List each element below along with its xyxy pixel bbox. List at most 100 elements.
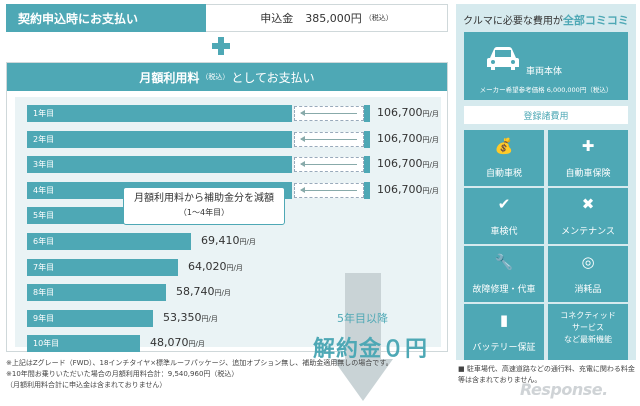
monthly-fee-row: 8年目 58,740円/月 (27, 284, 447, 302)
monthly-fee-row: 2年目 106,700円/月 (27, 130, 447, 148)
footnotes: ※上記はZグレード（FWD）、18インチタイヤ×標準ルーフパッケージ、追加オプシ… (6, 358, 446, 391)
down-arrow-icon (333, 273, 393, 401)
monthly-fee-amount: 106,700 (377, 106, 423, 119)
cost-tile-label: コネクティッド サービス など最新機能 (560, 311, 616, 344)
monthly-fee-amount: 58,740 (176, 285, 215, 299)
included-costs-title-bold: 全部コミコミ (562, 14, 629, 27)
right-footnote: ■ 駐車場代、高速道路などの通行料、充電に関わる料金等は含まれておりません。 (458, 365, 635, 384)
application-fee-tax: （税込） (364, 14, 393, 22)
subsidy-reduction-arrow (294, 131, 364, 147)
footnote-3: （月額利用料合計に申込金は含まれておりません） (6, 381, 167, 389)
cost-tile-label: 消耗品 (574, 285, 602, 295)
monthly-fee-bar: 7年目 (27, 258, 178, 276)
monthly-fee-bar: 9年目 (27, 309, 153, 327)
monthly-fee-amount: 53,350 (163, 310, 202, 324)
subsidy-reduction-arrow (294, 157, 364, 173)
monthly-fee-row: 3年目 106,700円/月 (27, 156, 447, 174)
monthly-fee-bar: 3年目 (27, 156, 292, 174)
cost-tile-label: 車検代 (490, 227, 518, 237)
monthly-fee-row: 7年目 64,020円/月 (27, 258, 447, 276)
cost-tile-label: 自動車税 (485, 169, 522, 179)
monthly-fee-row: 1年目 106,700円/月 (27, 105, 447, 122)
monthly-fee-bar: 10年目 (27, 335, 140, 353)
cost-tile: ✖ メンテナンス (548, 188, 628, 244)
cost-tile: ✚ 自動車保険 (548, 130, 628, 186)
cost-tile: コネクティッド サービス など最新機能 (548, 304, 628, 360)
monthly-fee-row: 9年目 53,350円/月 (27, 309, 447, 327)
application-payment-bar: 契約申込時にお支払い 申込金 385,000円 （税込） (6, 4, 448, 32)
monthly-fee-panel: 月額利用料 （税込） としてお支払い 1年目 106,700円/月 2年目 106,7… (6, 62, 448, 401)
monthly-fee-value: 106,700円/月 (377, 106, 439, 119)
cost-tile: ✔ 車検代 (464, 188, 544, 244)
heart-plus-icon: ✚ (581, 137, 595, 155)
subsidy-note-line2: （1〜4年目） (178, 208, 230, 217)
monthly-fee-value: 106,700円/月 (377, 183, 439, 196)
monthly-fee-unit: 円/月 (239, 238, 256, 246)
monthly-fee-value: 48,070円/月 (150, 336, 205, 349)
cost-tile: ◎ 消耗品 (548, 246, 628, 302)
battery-icon: ▮ (499, 311, 509, 329)
monthly-fee-unit: 円/月 (422, 135, 439, 144)
monthly-fee-bar: 8年目 (27, 284, 166, 302)
monthly-fee-value: 53,350円/月 (163, 311, 218, 324)
monthly-fee-value: 106,700円/月 (377, 132, 439, 145)
monthly-fee-unit: 円/月 (188, 340, 205, 349)
included-costs-title: クルマに必要な費用が全部コミコミ (456, 12, 636, 28)
monthly-fee-amount: 69,410 (201, 234, 240, 247)
cost-tile: 🔧 故障修理・代車 (464, 246, 544, 302)
cost-tile-label: 故障修理・代車 (472, 285, 536, 295)
money-bag-icon: 💰 (494, 137, 514, 155)
plus-icon (211, 36, 231, 56)
monthly-fee-row: 6年目 69,410円/月 (27, 233, 447, 250)
monthly-fee-amount: 64,020 (188, 259, 227, 273)
tire-icon: ◎ (581, 253, 595, 271)
monthly-fee-bar: 6年目 (27, 233, 191, 250)
car-icon (487, 47, 519, 70)
monthly-fee-amount: 48,070 (150, 336, 189, 350)
monthly-fee-header: 月額利用料 （税込） としてお支払い (7, 63, 447, 91)
monthly-fee-unit: 円/月 (422, 110, 439, 118)
subsidy-note: 月額利用料から補助金分を減額 （1〜4年目） (123, 187, 285, 225)
cost-tile-label: メンテナンス (561, 227, 615, 237)
watermark-logo: Response. (520, 380, 608, 399)
monthly-fee-amount: 106,700 (377, 131, 423, 145)
vehicle-body-card: 車両本体 メーカー希望参考価格 6,000,000円（税込） (464, 32, 628, 100)
monthly-fee-value: 58,740円/月 (176, 285, 231, 298)
car-check-icon: ✔ (497, 195, 511, 213)
monthly-fee-amount: 106,700 (377, 182, 423, 196)
cost-tile-label: 自動車保険 (565, 169, 611, 179)
monthly-fee-row: 10年目 48,070円/月 (27, 335, 447, 353)
footnote-1: ※上記はZグレード（FWD）、18インチタイヤ×標準ルーフパッケージ、追加オプシ… (6, 359, 393, 367)
vehicle-body-price: メーカー希望参考価格 6,000,000円（税込） (479, 86, 613, 94)
included-costs-panel: クルマに必要な費用が全部コミコミ 車両本体 メーカー希望参考価格 6,000,0… (456, 4, 636, 360)
application-fee-value: 申込金 385,000円 （税込） (206, 4, 448, 32)
monthly-fee-bar: 2年目 (27, 130, 292, 148)
cost-tile: 💰 自動車税 (464, 130, 544, 186)
included-costs-title-prefix: クルマに必要な費用が (463, 16, 563, 27)
monthly-fee-title: 月額利用料 (139, 70, 200, 85)
monthly-fee-tax: （税込） (201, 73, 230, 81)
monthly-fee-value: 64,020円/月 (188, 260, 243, 273)
monthly-fee-unit: 円/月 (422, 186, 439, 195)
monthly-fee-value: 106,700円/月 (377, 157, 439, 170)
vehicle-body-label: 車両本体 (526, 67, 563, 77)
monthly-fee-unit: 円/月 (422, 161, 439, 170)
footnote-2: ※10年間お乗りいただいた場合の月額利用料合計：9,540,960円（税込） (6, 370, 239, 378)
tools-icon: ✖ (581, 195, 595, 213)
monthly-fee-bar: 1年目 (27, 105, 292, 122)
monthly-fee-value: 69,410円/月 (201, 234, 256, 247)
cancel-fee-caption: 5年目以降 (337, 312, 388, 325)
cost-tile-label: バッテリー保証 (472, 343, 536, 353)
monthly-fee-rest: としてお支払い (231, 70, 315, 85)
subsidy-note-line1: 月額利用料から補助金分を減額 (134, 193, 274, 204)
wrench-car-icon: 🔧 (494, 253, 514, 271)
cancel-fee-headline: 解約金０円 (313, 337, 429, 362)
cost-tile: ▮ バッテリー保証 (464, 304, 544, 360)
application-fee-amount: 385,000円 (305, 12, 362, 25)
monthly-fee-unit: 円/月 (226, 263, 243, 272)
application-payment-label: 契約申込時にお支払い (6, 4, 206, 32)
registration-fees-label: 登録諸費用 (464, 106, 628, 124)
monthly-fee-unit: 円/月 (201, 314, 218, 323)
application-fee-label: 申込金 (260, 12, 294, 25)
subsidy-reduction-arrow (294, 182, 364, 198)
